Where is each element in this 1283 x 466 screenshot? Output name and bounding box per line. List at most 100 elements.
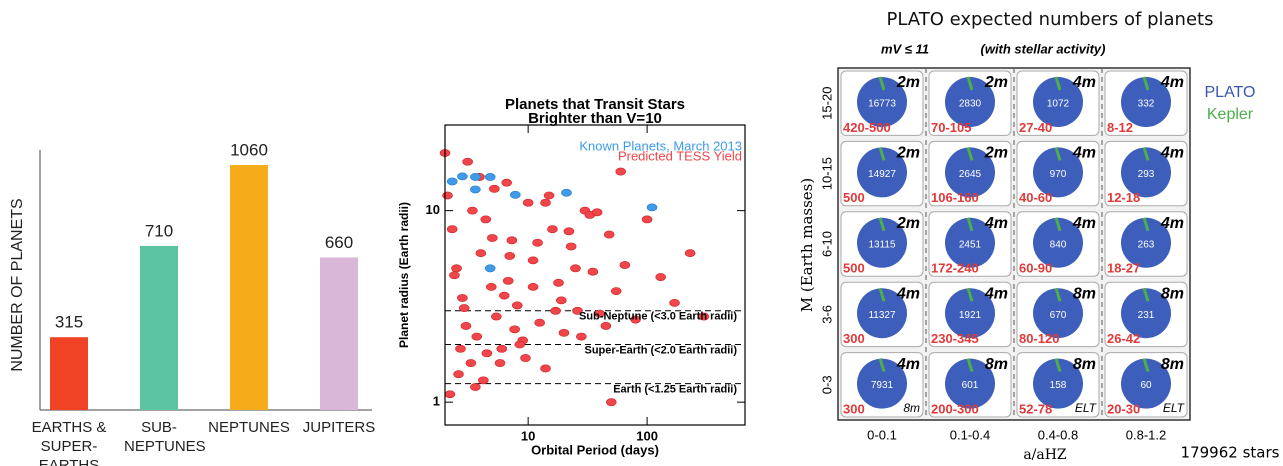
telescope-label: 4m [896, 285, 920, 302]
range-label: 52-78 [1019, 401, 1052, 416]
bar [320, 257, 358, 410]
data-point [606, 398, 617, 407]
plot-frame [444, 124, 746, 426]
data-point [558, 328, 570, 337]
data-point [501, 178, 512, 187]
planet-disc [945, 217, 995, 268]
range-label: 200-300 [931, 401, 979, 416]
data-point [543, 191, 555, 200]
data-point [615, 167, 627, 176]
telescope-label: 2m [984, 145, 1008, 162]
data-point [502, 276, 514, 285]
x-tick-label: JUPITERS [302, 419, 376, 436]
planet-count: 11327 [868, 310, 896, 321]
range-label: 70-105 [931, 120, 971, 135]
column-label: 0-0.1 [867, 427, 897, 442]
data-point [619, 261, 631, 269]
row-label: 15-20 [819, 87, 834, 120]
telescope-label: 8m [985, 356, 1008, 373]
data-point [527, 256, 539, 265]
data-point [481, 349, 493, 358]
x-axis-label: a/aHZ [1023, 447, 1067, 463]
planet-disc [945, 77, 995, 127]
reference-label: Earth (<1.25 Earth radii) [613, 384, 737, 396]
planet-count: 263 [1138, 239, 1155, 250]
planet-count: 1072 [1047, 99, 1070, 110]
data-point [484, 264, 496, 273]
planet-count: 14927 [868, 169, 896, 180]
data-point [646, 203, 658, 212]
range-label: 8-12 [1107, 120, 1133, 135]
data-point [547, 225, 558, 234]
planet-count: 601 [962, 380, 979, 391]
data-point [698, 312, 710, 321]
kepler-mark [1142, 76, 1150, 91]
planet-disc [857, 77, 907, 127]
data-point [491, 312, 502, 321]
reference-label: Sub-Neptune (<3.0 Earth radii) [579, 311, 737, 323]
data-point [532, 238, 543, 247]
value-label: 1060 [230, 141, 268, 160]
planet-count: 670 [1050, 310, 1067, 321]
data-point [478, 376, 489, 385]
data-point [470, 383, 481, 391]
data-point [496, 344, 508, 353]
planet-disc [857, 147, 907, 198]
data-point [603, 230, 615, 239]
data-point [470, 185, 481, 194]
planet-disc [1033, 77, 1083, 127]
range-label: 500 [843, 261, 865, 276]
kepler-mark [966, 146, 974, 161]
telescope-label: 4m [1160, 74, 1184, 91]
data-point [556, 296, 567, 305]
range-label: 27-40 [1019, 120, 1052, 135]
legend-label: Predicted TESS Yield [618, 148, 742, 163]
range-label: 80-120 [1019, 331, 1059, 346]
data-point [449, 271, 460, 280]
data-point [587, 267, 599, 276]
y-axis-label: NUMBER OF PLANETS [9, 198, 26, 371]
data-point [455, 344, 466, 353]
data-point [630, 315, 641, 324]
x-tick-label: SUB-NEPTUNES [124, 419, 206, 455]
data-point [444, 390, 456, 399]
data-point [467, 206, 478, 215]
planet-count: 16773 [868, 99, 896, 110]
planet-disc [945, 358, 995, 409]
planet-count: 60 [1140, 380, 1152, 391]
planet-disc [1033, 147, 1083, 198]
extra-label: ELT [1075, 401, 1098, 415]
planet-count: 2830 [959, 99, 982, 110]
kepler-mark [1142, 287, 1150, 302]
range-label: 230-345 [931, 331, 979, 346]
data-point [570, 264, 581, 273]
x-tick-label: EARTHS & SUPER-EARTHS [31, 419, 107, 466]
data-point [510, 190, 521, 199]
data-point [494, 359, 506, 367]
range-label: 60-90 [1019, 261, 1052, 276]
kepler-mark [966, 287, 974, 302]
telescope-label: 2m [896, 145, 920, 162]
data-point [475, 249, 487, 258]
range-label: 18-27 [1107, 261, 1140, 276]
value-label: 315 [55, 313, 83, 332]
legend-label: Known Planets, March 2013 [579, 138, 742, 153]
kepler-mark [878, 76, 886, 91]
kepler-mark [878, 146, 886, 161]
data-point [553, 278, 564, 287]
planet-disc [1033, 358, 1083, 409]
planet-disc [1121, 147, 1171, 198]
data-point [561, 188, 572, 197]
data-point [576, 332, 587, 341]
planet-count: 2451 [959, 239, 982, 250]
extra-label: 8m [903, 401, 920, 415]
kepler-mark [966, 358, 974, 373]
range-label: 106-160 [931, 190, 979, 205]
data-point [563, 227, 575, 236]
value-label: 710 [145, 221, 173, 240]
planet-count: 840 [1050, 239, 1067, 250]
kepler-mark [878, 217, 886, 232]
column-label: 0.4-0.8 [1038, 427, 1078, 442]
data-point [471, 332, 483, 341]
